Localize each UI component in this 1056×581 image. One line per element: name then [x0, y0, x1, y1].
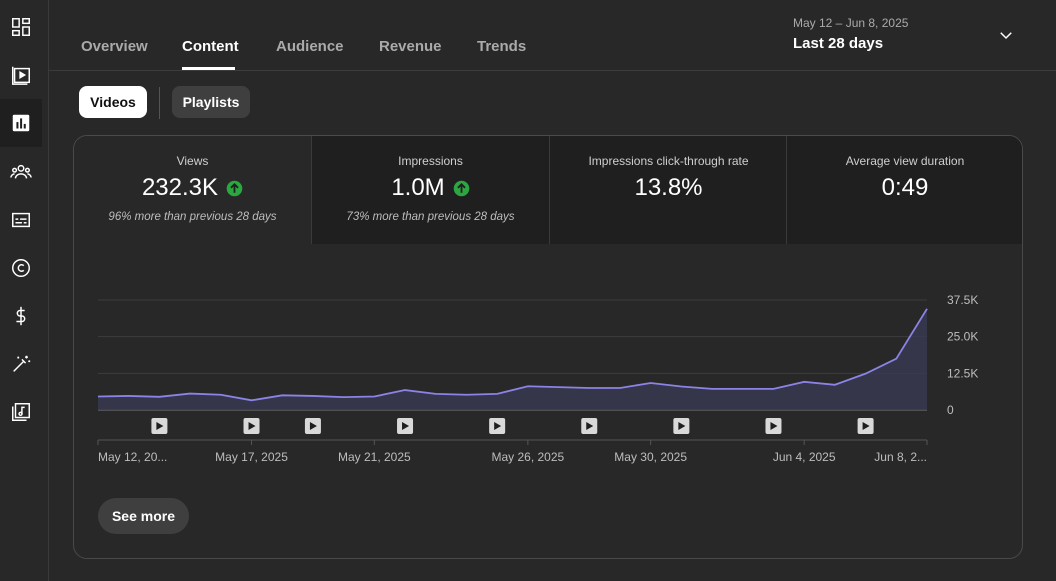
tab-overview[interactable]: Overview	[81, 38, 148, 55]
audio-library-icon[interactable]	[0, 388, 42, 436]
metric-value: 0:49	[881, 174, 929, 201]
customization-icon[interactable]	[0, 340, 42, 388]
metric-divider	[786, 136, 787, 244]
metric-value: 1.0M	[391, 174, 445, 201]
x-tick-label: May 30, 2025	[614, 450, 687, 464]
metric-ctr[interactable]: Impressions click-through rate 13.8%	[550, 136, 787, 244]
date-range-dates: May 12 – Jun 8, 2025	[793, 16, 909, 30]
x-tick-label: Jun 4, 2025	[773, 450, 836, 464]
dashboard-icon[interactable]	[0, 3, 42, 51]
see-more-button[interactable]: See more	[98, 498, 189, 534]
video-upload-marker	[673, 418, 690, 434]
video-upload-marker	[151, 418, 168, 434]
views-line	[97, 308, 928, 402]
arrow-up-icon	[453, 180, 469, 196]
metric-label: Impressions	[398, 154, 463, 168]
metric-views[interactable]: Views 232.3K 96% more than previous 28 d…	[74, 136, 311, 244]
videos-chip[interactable]: Videos	[79, 86, 147, 118]
x-tick-label: May 17, 2025	[215, 450, 288, 464]
playlists-chip[interactable]: Playlists	[172, 86, 250, 118]
metric-label: Views	[176, 154, 209, 168]
date-range-label: Last 28 days	[793, 35, 884, 52]
video-upload-marker	[765, 418, 782, 434]
analytics-header: Overview Content Audience Revenue Trends…	[49, 0, 1056, 71]
subtitles-icon[interactable]	[0, 196, 42, 244]
y-tick-label: 25.0K	[947, 330, 978, 344]
video-upload-marker	[489, 418, 506, 434]
x-tick-label: May 12, 20...	[98, 450, 167, 464]
arrow-up-icon	[226, 180, 243, 196]
copyright-icon[interactable]	[0, 244, 42, 292]
y-tick-label: 37.5K	[947, 293, 978, 307]
metrics-card: Views 232.3K 96% more than previous 28 d…	[73, 135, 1023, 559]
x-tick-label: Jun 8, 2...	[874, 450, 927, 464]
metric-label: Average view duration	[845, 154, 965, 168]
tab-content[interactable]: Content	[182, 38, 239, 55]
analytics-icon[interactable]	[0, 99, 42, 147]
community-icon[interactable]	[0, 148, 42, 196]
tab-revenue[interactable]: Revenue	[379, 38, 442, 55]
sidebar	[0, 0, 49, 581]
video-upload-marker	[397, 418, 414, 434]
content-icon[interactable]	[0, 51, 42, 99]
tab-trends[interactable]: Trends	[477, 38, 527, 55]
active-tab-indicator	[182, 67, 235, 70]
metric-value: 232.3K	[141, 174, 219, 201]
metric-change: 73% more than previous 28 days	[346, 211, 515, 223]
tab-audience[interactable]: Audience	[276, 38, 344, 55]
chevron-down-icon[interactable]	[997, 26, 1015, 44]
video-upload-marker	[857, 418, 874, 434]
metric-divider	[311, 136, 312, 244]
metric-divider	[549, 136, 550, 244]
video-upload-marker	[581, 418, 598, 434]
y-tick-label: 0	[947, 403, 954, 417]
x-tick-label: May 26, 2025	[491, 450, 564, 464]
views-area	[98, 308, 927, 410]
video-upload-marker	[243, 418, 260, 434]
metric-avg-view-duration[interactable]: Average view duration 0:49	[787, 136, 1022, 244]
metric-impressions[interactable]: Impressions 1.0M 73% more than previous …	[312, 136, 549, 244]
x-tick-label: May 21, 2025	[338, 450, 411, 464]
metric-change: 96% more than previous 28 days	[108, 211, 277, 223]
video-upload-marker	[304, 418, 321, 434]
views-chart: 37.5K 25.0K 12.5K 0 May 12, 20... May 17, 202…	[97, 293, 978, 464]
chip-divider	[159, 87, 160, 119]
metric-value: 13.8%	[634, 174, 703, 201]
earn-icon[interactable]	[0, 292, 42, 340]
y-tick-label: 12.5K	[947, 366, 978, 380]
metric-label: Impressions click-through rate	[588, 154, 749, 168]
